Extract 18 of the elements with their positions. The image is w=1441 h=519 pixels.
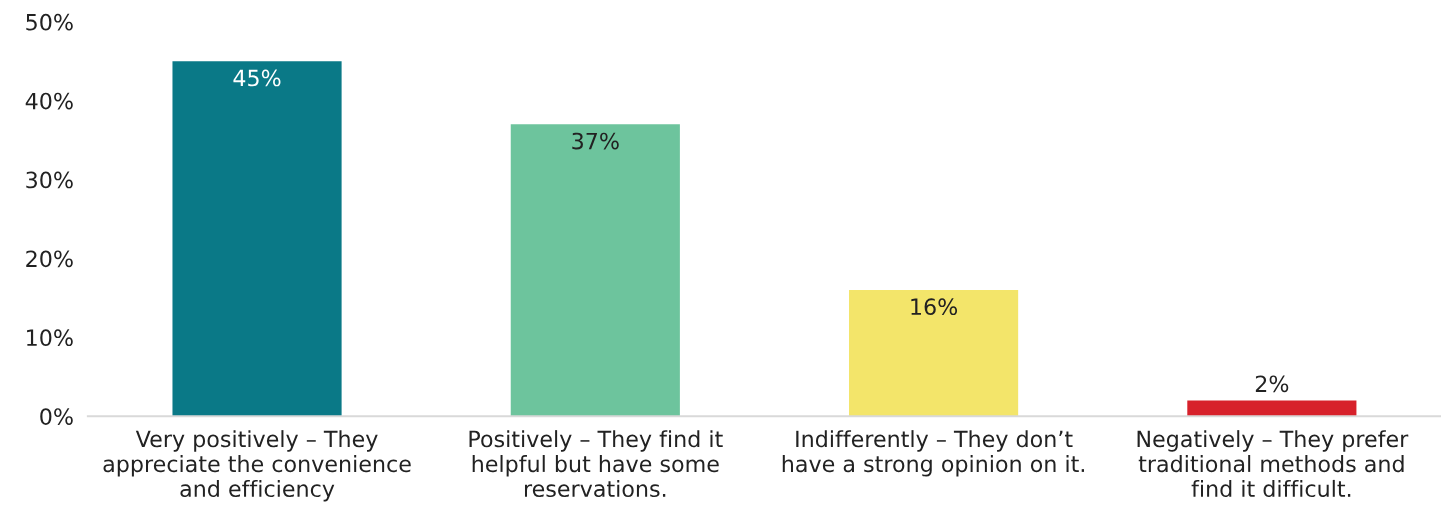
y-tick-label: 0% xyxy=(40,408,73,425)
bar xyxy=(172,61,342,417)
data-label: 45% xyxy=(233,69,281,87)
x-tick-label: Positively – They find it helpful but have some reservations. xyxy=(469,430,723,498)
y-tick-label: 20% xyxy=(26,250,73,268)
x-tick-label: Indifferently – They don’t have a strong opinion on it. xyxy=(782,430,1084,477)
x-tick-label: Negatively – They prefer traditional methods and find it difficult. xyxy=(1137,430,1409,498)
y-tick-label: 50% xyxy=(26,13,73,31)
x-tick-label: Very positively – They appreciate the convenience and efficiency xyxy=(103,430,411,502)
bar xyxy=(1187,400,1357,417)
data-label: 16% xyxy=(911,298,958,316)
data-label: 37% xyxy=(572,132,619,150)
bar xyxy=(849,290,1019,417)
y-tick-label: 10% xyxy=(27,329,73,347)
y-tick-label: 30% xyxy=(26,171,73,189)
bar xyxy=(510,124,680,417)
data-label: 2% xyxy=(1255,375,1289,393)
y-tick-label: 40% xyxy=(25,92,73,110)
